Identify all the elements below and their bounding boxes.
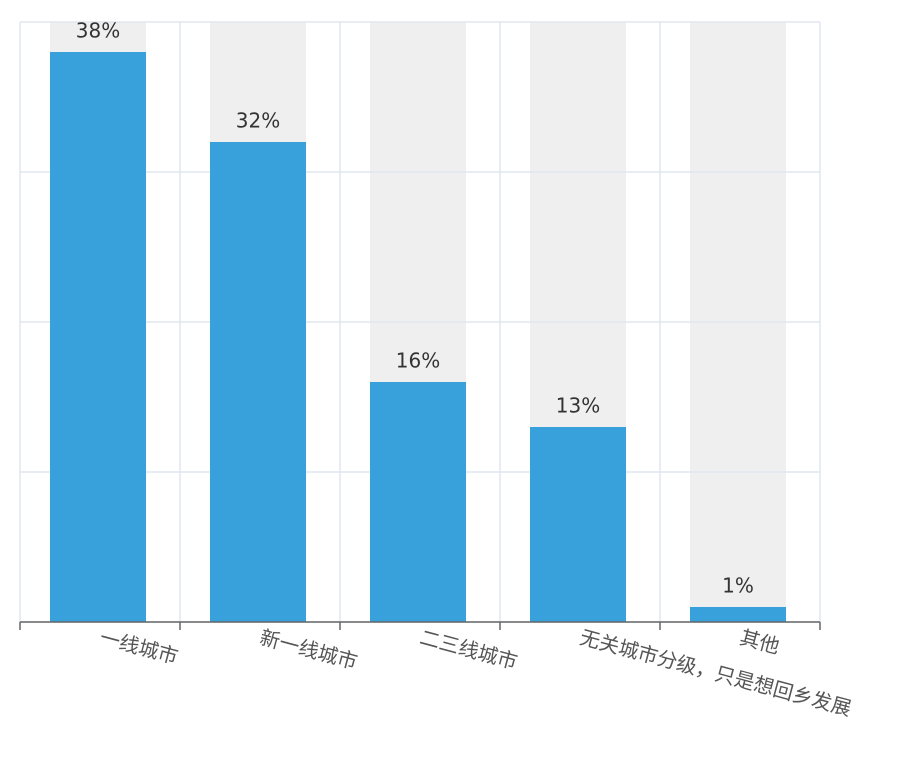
bar bbox=[50, 52, 146, 622]
value-label: 38% bbox=[76, 19, 120, 43]
bar bbox=[530, 427, 626, 622]
bar bbox=[210, 142, 306, 622]
value-label: 16% bbox=[396, 349, 440, 373]
x-tick-label: 一线城市 bbox=[97, 625, 180, 669]
value-label: 13% bbox=[556, 394, 600, 418]
x-tick-label: 其他 bbox=[737, 625, 782, 659]
value-label: 32% bbox=[236, 109, 280, 133]
bar bbox=[370, 382, 466, 622]
x-tick-label: 新一线城市 bbox=[257, 625, 360, 674]
x-tick-label: 无关城市分级，只是想回乡发展 bbox=[577, 625, 854, 721]
bar bbox=[690, 607, 786, 622]
value-label: 1% bbox=[722, 574, 754, 598]
x-tick-label: 二三线城市 bbox=[417, 625, 520, 674]
